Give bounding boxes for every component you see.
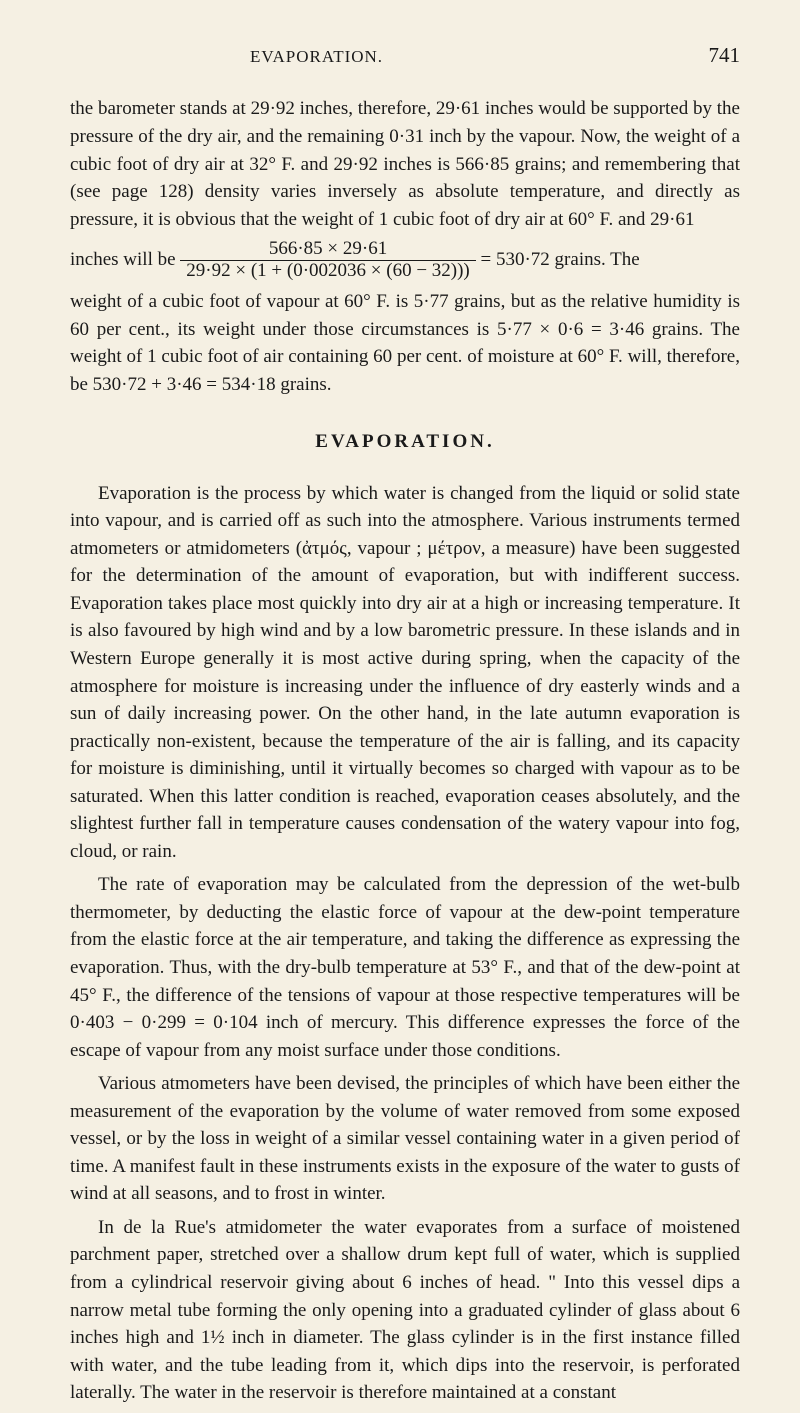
body-paragraph-5: In de la Rue's atmidometer the water eva… — [70, 1214, 740, 1407]
body-paragraph-3: The rate of evaporation may be calculate… — [70, 871, 740, 1064]
formula-suffix: = 530·72 grains. The — [476, 249, 640, 270]
formula-fraction: 566·85 × 29·61 29·92 × (1 + (0·002036 × … — [180, 239, 475, 282]
page-header: EVAPORATION. 741 — [70, 40, 740, 70]
body-paragraph-4: Various atmometers have been devised, th… — [70, 1070, 740, 1208]
section-heading: EVAPORATION. — [70, 428, 740, 456]
body-paragraph-2: Evaporation is the process by which wate… — [70, 480, 740, 866]
running-title: EVAPORATION. — [250, 45, 383, 70]
formula-prefix: inches will be — [70, 249, 180, 270]
body-paragraph-1b: weight of a cubic foot of vapour at 60° … — [70, 288, 740, 398]
formula-line: inches will be 566·85 × 29·61 29·92 × (1… — [70, 239, 740, 282]
body-paragraph-1: the barometer stands at 29·92 inches, th… — [70, 95, 740, 233]
formula-numerator: 566·85 × 29·61 — [180, 239, 475, 260]
page-number: 741 — [709, 40, 741, 70]
formula-denominator: 29·92 × (1 + (0·002036 × (60 − 32))) — [180, 261, 475, 282]
